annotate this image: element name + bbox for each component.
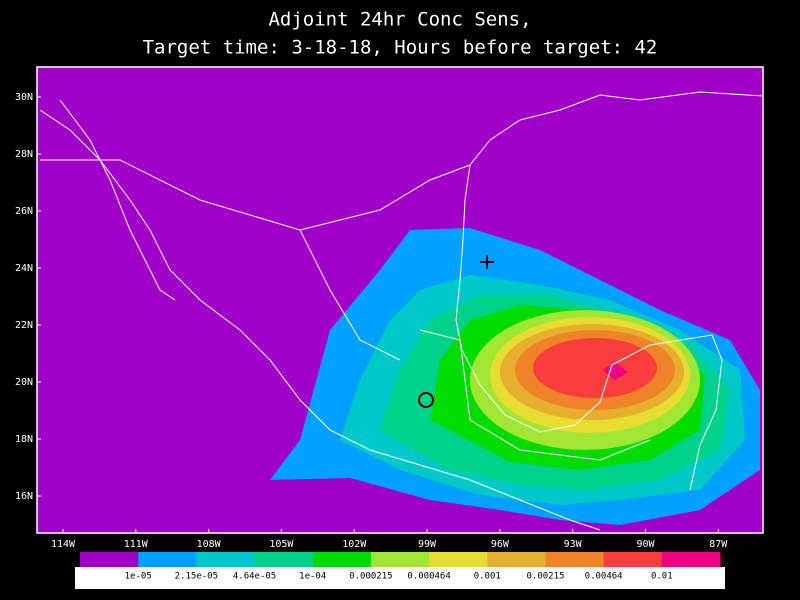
colorbar-label: 0.000215 — [349, 572, 392, 582]
colorbar-box — [254, 552, 314, 567]
lon-tick-label: 102W — [342, 539, 367, 550]
contour-9 — [533, 338, 657, 398]
colorbar-label: 1e-04 — [299, 572, 326, 582]
colorbar-box — [196, 552, 256, 567]
map-frame — [36, 66, 764, 534]
axes: 30N 28N 26N 24N 22N 20N 18N 16N 114W 111W 108W 105W… — [15, 92, 728, 550]
lat-tick-label: 28N — [15, 149, 33, 160]
coastline-gulf — [455, 91, 763, 491]
colorbar-box — [545, 552, 605, 567]
colorbar-label: 2.15e-05 — [175, 572, 218, 582]
colorbar-box — [661, 552, 721, 567]
lat-tick-label: 24N — [15, 263, 33, 274]
lon-tick-label: 87W — [709, 539, 728, 550]
lat-tick-label: 30N — [15, 92, 33, 103]
target-marker — [480, 255, 494, 269]
lon-tick-label: 111W — [124, 539, 149, 550]
source-marker — [418, 392, 434, 408]
lat-tick-label: 20N — [15, 377, 33, 388]
map-field — [37, 67, 763, 533]
borders — [40, 99, 651, 461]
lon-tick-label: 90W — [636, 539, 655, 550]
colorbar-label: 1e-05 — [125, 572, 152, 582]
title-line-1: Adjoint 24hr Conc Sens, — [268, 9, 531, 31]
lon-tick-label: 108W — [197, 539, 222, 550]
colorbar-box — [138, 552, 197, 567]
title-line-2: Target time: 3-18-18, Hours before targe… — [143, 37, 658, 59]
colorbar: 1e-05 2.15e-05 4.64e-05 1e-04 0.000215 0.0004… — [75, 552, 725, 589]
lat-tick-label: 22N — [15, 320, 33, 331]
colorbar-label: 0.01 — [651, 572, 673, 582]
colorbar-label: 4.64e-05 — [233, 572, 276, 582]
lon-tick-label: 99W — [418, 539, 437, 550]
lon-tick-label: 96W — [491, 539, 510, 550]
colorbar-box — [312, 552, 372, 567]
colorbar-label: 0.001 — [474, 572, 501, 582]
contour-10 — [603, 362, 628, 380]
lon-tick-label: 105W — [269, 539, 294, 550]
lon-tick-label: 114W — [51, 539, 76, 550]
colorbar-panel — [75, 567, 725, 589]
colorbar-box — [487, 552, 546, 567]
lat-tick-label: 18N — [15, 434, 33, 445]
lat-tick-label: 26N — [15, 206, 33, 217]
colorbar-box — [429, 552, 488, 567]
colorbar-label: 0.000464 — [407, 572, 450, 582]
lon-tick-label: 93W — [564, 539, 583, 550]
lat-tick-label: 16N — [15, 491, 33, 502]
colorbar-box — [370, 552, 430, 567]
colorbar-label: 0.00464 — [585, 572, 623, 582]
coastline-pacific — [39, 109, 601, 531]
colorbar-box — [603, 552, 663, 567]
colorbar-label: 0.00215 — [526, 572, 564, 582]
colorbar-box — [80, 552, 139, 567]
